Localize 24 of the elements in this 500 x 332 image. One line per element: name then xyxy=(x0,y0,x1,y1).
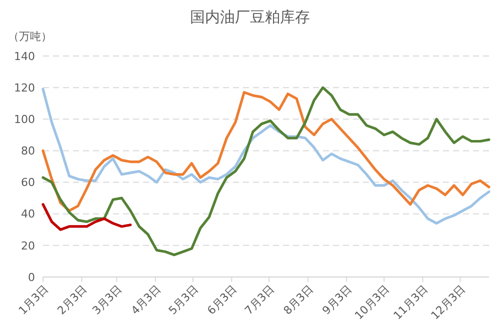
x-tick-label: 9月3日 xyxy=(320,282,354,318)
y-tick-label: 80 xyxy=(21,144,35,158)
x-tick-label: 2月3日 xyxy=(54,282,90,318)
y-tick-label: 140 xyxy=(14,50,35,63)
x-tick-label: 6月3日 xyxy=(204,282,240,318)
x-tick-label: 1月3日 xyxy=(16,282,51,318)
y-tick-label: 60 xyxy=(21,176,35,190)
y-axis-title: （万吨） xyxy=(8,30,52,43)
line-series xyxy=(42,86,490,256)
y-tick-label: 120 xyxy=(14,81,35,94)
x-tick-label: 3月3日 xyxy=(90,282,125,318)
x-tick-label: 7月3日 xyxy=(242,282,277,318)
y-tick-label: 40 xyxy=(21,208,35,221)
line-series xyxy=(42,203,132,231)
y-tick-label: 20 xyxy=(21,239,35,252)
x-tick-label: 12月3日 xyxy=(428,282,468,322)
x-tick-label: 8月3日 xyxy=(281,282,316,318)
x-tick-label: 10月3日 xyxy=(352,282,392,322)
chart-title: 国内油厂豆粕库存 xyxy=(190,8,310,26)
x-tick-label: 5月3日 xyxy=(166,282,201,318)
x-tick-label: 11月3日 xyxy=(391,282,431,322)
y-tick-label: 0 xyxy=(28,270,35,284)
x-tick-label: 4月3日 xyxy=(128,282,164,318)
y-tick-label: 100 xyxy=(14,112,35,126)
